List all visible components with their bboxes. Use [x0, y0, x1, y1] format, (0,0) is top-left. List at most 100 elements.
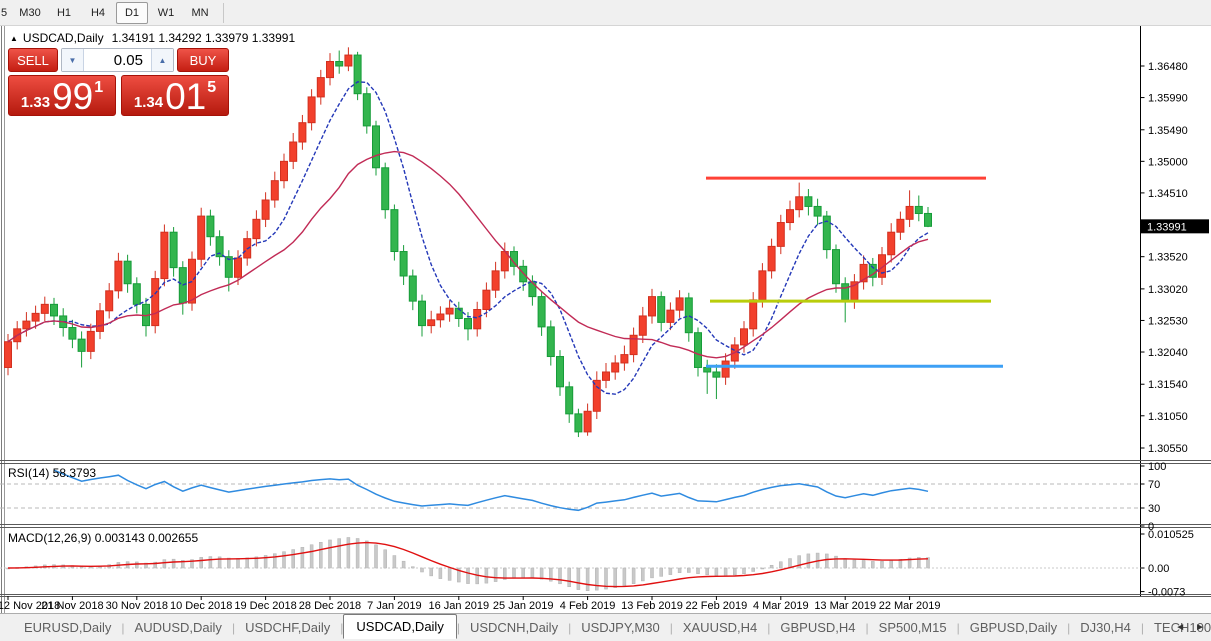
svg-text:1.36480: 1.36480 — [1148, 61, 1188, 73]
macd-signal-line — [7, 541, 929, 588]
svg-text:21 Nov 2018: 21 Nov 2018 — [41, 600, 103, 612]
svg-text:1.35000: 1.35000 — [1148, 156, 1188, 168]
tab-USDCNH-Daily[interactable]: USDCNH,Daily — [469, 620, 559, 635]
svg-text:4 Mar 2019: 4 Mar 2019 — [753, 600, 809, 612]
tab-separator: | — [669, 620, 673, 635]
rsi-line — [53, 469, 929, 512]
tabs-scroll-left-icon[interactable]: ◄ — [1175, 622, 1186, 633]
tab-XAUUSD-H4[interactable]: XAUUSD,H4 — [682, 620, 758, 635]
volume-increase-button[interactable]: ▲ — [151, 49, 173, 71]
tab-separator: | — [1140, 620, 1144, 635]
svg-text:1.33020: 1.33020 — [1148, 284, 1188, 296]
chevron-down-icon: ▼ — [68, 55, 77, 65]
svg-text:13 Feb 2019: 13 Feb 2019 — [621, 600, 683, 612]
chevron-up-icon: ▲ — [158, 55, 167, 65]
svg-text:0.00: 0.00 — [1148, 563, 1169, 575]
tab-TECH100-H1[interactable]: TECH100,H1 — [1153, 620, 1211, 635]
tab-DJ30-H4[interactable]: DJ30,H4 — [1080, 620, 1131, 635]
tab-separator: | — [956, 620, 960, 635]
svg-text:7 Jan 2019: 7 Jan 2019 — [367, 600, 421, 612]
svg-text:1.33520: 1.33520 — [1148, 252, 1188, 264]
svg-text:1.32530: 1.32530 — [1148, 315, 1188, 327]
svg-text:4 Feb 2019: 4 Feb 2019 — [560, 600, 616, 612]
ask-price-prefix: 1.34 — [133, 94, 164, 111]
tab-GBPUSD-Daily[interactable]: GBPUSD,Daily — [969, 620, 1058, 635]
svg-text:25 Jan 2019: 25 Jan 2019 — [493, 600, 554, 612]
ask-price-panel[interactable]: 1.34 01 5 — [121, 75, 229, 116]
timeframe-button-M30[interactable]: M30 — [19, 6, 41, 19]
svg-text:-0.0073: -0.0073 — [1148, 587, 1185, 599]
svg-text:1.30550: 1.30550 — [1148, 443, 1188, 455]
tab-separator: | — [1067, 620, 1071, 635]
toolbar-separator — [223, 2, 224, 23]
tab-USDCAD-Daily[interactable]: USDCAD,Daily — [343, 614, 457, 639]
volume-decrease-button[interactable]: ▼ — [62, 49, 84, 71]
tab-AUDUSD-Daily[interactable]: AUDUSD,Daily — [134, 620, 222, 635]
timeframe-button-H4[interactable]: H4 — [90, 6, 106, 19]
symbol-tabbar: EURUSD,Daily | AUDUSD,Daily | USDCHF,Daily | U… — [0, 613, 1211, 641]
timeframe-button-W1[interactable]: W1 — [157, 6, 175, 19]
timeframe-button-5[interactable]: 5 — [0, 6, 8, 19]
candlestick-series — [4, 47, 932, 438]
price-axis: 1.36480 1.35990 1.35490 1.35000 1.34510 1.335… — [1140, 61, 1209, 455]
svg-text:30 Nov 2018: 30 Nov 2018 — [106, 600, 168, 612]
svg-text:12 Nov 2018: 12 Nov 2018 — [0, 600, 60, 612]
macd-axis: 0.010525 0.00 -0.0073 — [1140, 529, 1194, 599]
bid-price-panel[interactable]: 1.33 99 1 — [8, 75, 116, 116]
current-price-tag — [1141, 219, 1209, 234]
tab-SP500-M15[interactable]: SP500,M15 — [878, 620, 947, 635]
tab-separator: | — [121, 620, 125, 635]
volume-input[interactable]: 0.05 — [113, 51, 143, 69]
one-click-trading-panel: SELL ▼ 0.05 ▲ BUY 1.33 99 1 1.34 01 5 — [8, 48, 229, 116]
svg-text:1.35490: 1.35490 — [1148, 125, 1188, 137]
expand-triangle-icon[interactable]: ▲ — [10, 34, 18, 43]
svg-text:30: 30 — [1148, 503, 1160, 515]
svg-text:0.010525: 0.010525 — [1148, 529, 1194, 541]
tab-USDCHF-Daily[interactable]: USDCHF,Daily — [245, 620, 331, 635]
macd-pane — [0, 537, 1141, 591]
svg-text:22 Feb 2019: 22 Feb 2019 — [686, 600, 748, 612]
macd-label: MACD(12,26,9) 0.003143 0.002655 — [8, 531, 199, 545]
tab-separator: | — [568, 620, 572, 635]
ask-price-big: 01 — [165, 75, 207, 117]
sell-button[interactable]: SELL — [8, 48, 58, 72]
svg-text:10 Dec 2018: 10 Dec 2018 — [170, 600, 232, 612]
svg-text:28 Dec 2018: 28 Dec 2018 — [299, 600, 361, 612]
svg-text:1.34510: 1.34510 — [1148, 188, 1188, 200]
tabs-scroll-right-icon[interactable]: ► — [1195, 622, 1205, 633]
tab-separator: | — [340, 620, 344, 635]
svg-text:1.33991: 1.33991 — [1147, 221, 1187, 233]
svg-text:16 Jan 2019: 16 Jan 2019 — [429, 600, 490, 612]
symbol-label: USDCAD,Daily — [22, 31, 104, 45]
buy-button[interactable]: BUY — [177, 48, 229, 72]
timeframe-button-MN[interactable]: MN — [191, 6, 209, 19]
timeframe-button-H1[interactable]: H1 — [56, 6, 72, 19]
timeframe-toolbar: 5 M30 H1 H4 D1 W1 MN — [0, 0, 1211, 26]
tab-USDJPY-M30[interactable]: USDJPY,M30 — [581, 620, 660, 635]
volume-spinner: ▼ 0.05 ▲ — [61, 48, 174, 72]
svg-text:100: 100 — [1148, 461, 1166, 473]
tab-GBPUSD-H4[interactable]: GBPUSD,H4 — [780, 620, 856, 635]
bid-price-big: 99 — [52, 75, 94, 117]
tab-separator: | — [456, 620, 460, 635]
svg-text:0: 0 — [1148, 521, 1154, 533]
svg-text:1.31540: 1.31540 — [1148, 379, 1188, 391]
timeframe-button-D1[interactable]: D1 — [116, 1, 148, 24]
tab-separator: | — [865, 620, 869, 635]
svg-text:1.32040: 1.32040 — [1148, 347, 1188, 359]
svg-text:22 Mar 2019: 22 Mar 2019 — [879, 600, 941, 612]
svg-text:13 Mar 2019: 13 Mar 2019 — [814, 600, 876, 612]
svg-text:1.31050: 1.31050 — [1148, 411, 1188, 423]
svg-text:19 Dec 2018: 19 Dec 2018 — [234, 600, 296, 612]
tab-separator: | — [231, 620, 236, 635]
svg-text:1.35990: 1.35990 — [1148, 93, 1188, 105]
tab-EURUSD-Daily[interactable]: EURUSD,Daily — [24, 620, 112, 635]
ohlc-values: 1.34191 1.34292 1.33979 1.33991 — [111, 31, 296, 45]
ma-slow-line — [7, 150, 929, 359]
bid-price-prefix: 1.33 — [20, 94, 51, 111]
tab-separator: | — [767, 620, 771, 635]
symbol-header: ▲ USDCAD,Daily 1.34191 1.34292 1.33979 1.3… — [10, 31, 295, 45]
